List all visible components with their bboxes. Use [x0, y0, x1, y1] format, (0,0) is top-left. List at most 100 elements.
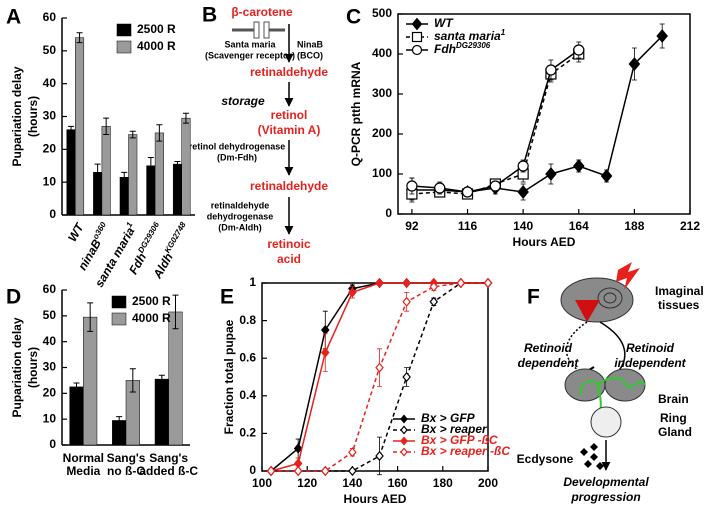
plot-frame [397, 13, 691, 215]
x-tick-label: 140 [513, 219, 533, 233]
marker [348, 287, 357, 298]
panel-label: C [346, 6, 361, 29]
pathway-node: acid [277, 252, 301, 266]
pathway-node: retinoic [267, 237, 311, 251]
legend-swatch [111, 295, 127, 309]
legend-label: 2500 R [137, 22, 176, 36]
category-label: Media [66, 464, 100, 478]
pathway-panel: B β-carotene Santa maria (Scavenger rece… [189, 4, 329, 267]
model-label: Gland [658, 425, 692, 439]
marker [320, 465, 330, 477]
error-bar [121, 171, 128, 183]
y-tick-label: 60 [43, 10, 57, 24]
pathway-node: (Vitamin A) [258, 123, 321, 137]
error-bar [103, 117, 110, 136]
error-bar [158, 374, 165, 384]
error-bar [94, 163, 101, 182]
bar [119, 176, 129, 216]
category-name: Aldh [150, 251, 176, 282]
receptor-icon [263, 21, 270, 39]
x-tick-label: 92 [405, 219, 419, 233]
bar [66, 129, 76, 216]
marker [348, 447, 357, 458]
marker [411, 31, 423, 43]
pathway-label: Santa maria [224, 39, 276, 49]
model-label: Imaginal [655, 284, 704, 298]
x-tick-label: 188 [624, 219, 644, 233]
category-superscript: DG29306 [136, 220, 161, 255]
marker [406, 180, 418, 192]
marker [293, 443, 303, 454]
legend-name: Bx > GFP -ßC [421, 433, 498, 447]
pathway-node: β-carotene [231, 5, 293, 19]
legend-swatch [116, 40, 132, 54]
bar [69, 386, 84, 446]
model-label: tissues [658, 298, 700, 312]
legend-swatch [111, 312, 127, 326]
panel-label: A [6, 6, 21, 29]
marker [266, 465, 276, 477]
category-label: no ß-C [107, 464, 145, 478]
marker [656, 29, 668, 43]
pathway-label: (Dm-Aldh) [218, 222, 262, 232]
y-axis-label: Pupariation delay [10, 317, 24, 417]
pathway-label: NinaB [297, 39, 324, 49]
legend-name: Bx > GFP [421, 411, 476, 425]
panel-label: F [527, 286, 540, 309]
legend-superscript: DG29306 [456, 41, 491, 50]
y-axis-label: (hours) [26, 347, 40, 388]
legend-label: 4000 R [132, 311, 171, 325]
legend-name: Fdh [434, 42, 456, 56]
y-tick-label: 30 [43, 360, 57, 374]
bar [128, 134, 138, 216]
model-label: progression [570, 490, 640, 504]
y-tick-label: 40 [43, 334, 57, 348]
marker [545, 167, 557, 181]
x-tick-label: 180 [433, 476, 453, 490]
y-tick-label: 20 [43, 142, 57, 156]
bar [181, 117, 191, 216]
y-tick-label: 300 [372, 86, 392, 100]
category-label: Sang's [149, 451, 188, 465]
panel-label: E [220, 286, 234, 309]
error-bar [147, 157, 154, 175]
hormone-icon [580, 443, 604, 470]
y-tick-label: 500 [372, 6, 392, 20]
panel-label: B [202, 4, 217, 27]
legend-label: Bx > GFP -ßC [421, 433, 498, 447]
model-label: Brain [658, 392, 689, 406]
marker [400, 414, 408, 424]
bar [101, 126, 111, 216]
legend-label: 4000 R [137, 39, 176, 53]
model-label: Ring [660, 411, 687, 425]
error-bar [182, 112, 189, 124]
error-bar [76, 32, 83, 44]
marker [400, 436, 408, 446]
model-label: Developmental [563, 475, 649, 489]
y-tick-label: 0 [49, 207, 56, 221]
legend-name: Bx > reaper [421, 422, 488, 436]
y-tick-label: 60 [43, 282, 57, 296]
marker [402, 371, 411, 383]
neuron [579, 379, 602, 411]
panel-label: D [6, 286, 21, 309]
marker [375, 450, 384, 462]
marker [375, 277, 384, 289]
y-tick-label: 40 [43, 76, 57, 90]
x-tick-label: 140 [342, 476, 362, 490]
model-label: independent [614, 356, 686, 370]
legend-label: Bx > GFP [421, 411, 476, 425]
legend-superscript: 1 [501, 28, 506, 37]
marker [429, 296, 439, 307]
error-bar [156, 124, 163, 142]
marker [489, 180, 501, 192]
x-axis-label: Hours AED [344, 492, 407, 506]
x-tick-label: 164 [569, 219, 589, 233]
model-label: Ecdysone [517, 452, 574, 466]
y-tick-label: 10 [43, 174, 57, 188]
y-axis-label: (hours) [26, 96, 40, 137]
legend-name: santa maria [434, 29, 501, 43]
x-tick-label: 116 [458, 219, 478, 233]
marker [429, 281, 439, 292]
